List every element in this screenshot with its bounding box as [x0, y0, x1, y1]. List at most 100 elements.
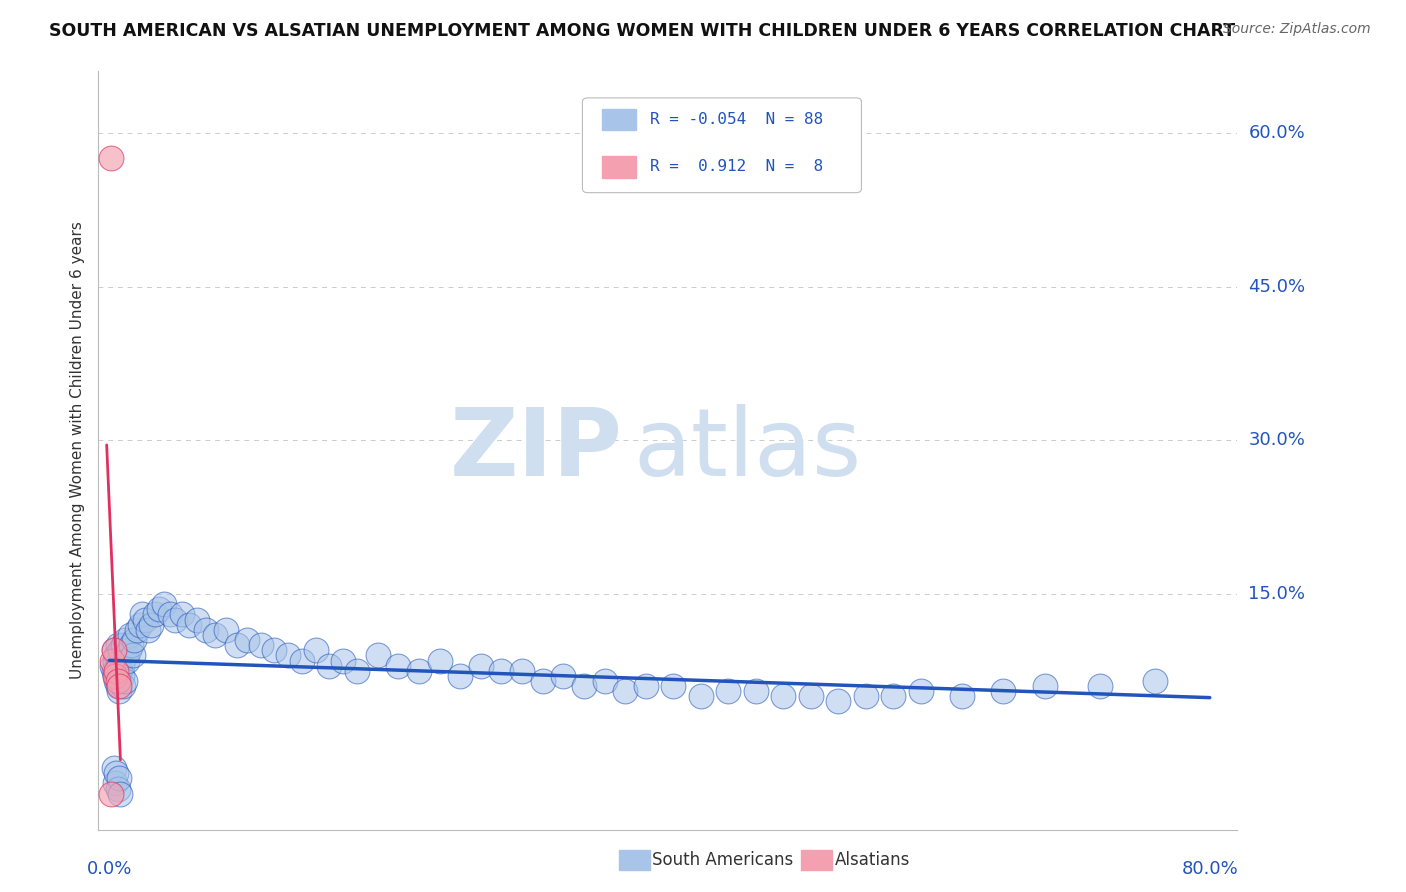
- Point: [100, 787, 122, 801]
- Point: [103, 761, 125, 775]
- Point: [107, 679, 129, 693]
- Point: [107, 673, 129, 688]
- Point: [111, 669, 134, 683]
- Point: [108, 684, 131, 698]
- Point: [593, 673, 616, 688]
- Point: [105, 766, 128, 780]
- Point: [689, 690, 711, 704]
- Point: [120, 628, 141, 642]
- Point: [429, 653, 451, 667]
- Point: [332, 653, 354, 667]
- Point: [367, 648, 389, 663]
- Point: [115, 648, 138, 663]
- Point: [108, 679, 131, 693]
- Point: [159, 607, 181, 622]
- Point: [236, 633, 259, 648]
- Text: atlas: atlas: [634, 404, 862, 497]
- Point: [172, 607, 194, 622]
- Point: [143, 607, 166, 622]
- Point: [128, 617, 150, 632]
- Point: [1088, 679, 1111, 693]
- Point: [491, 664, 513, 678]
- Point: [204, 628, 226, 642]
- Point: [153, 597, 176, 611]
- Point: [105, 673, 128, 688]
- FancyBboxPatch shape: [582, 98, 862, 193]
- Point: [107, 781, 129, 796]
- Text: 80.0%: 80.0%: [1181, 860, 1239, 878]
- Text: 30.0%: 30.0%: [1249, 431, 1305, 450]
- Point: [531, 673, 554, 688]
- Point: [614, 684, 637, 698]
- Point: [291, 653, 314, 667]
- Point: [745, 684, 768, 698]
- Text: ZIP: ZIP: [450, 404, 623, 497]
- Point: [717, 684, 740, 698]
- Point: [108, 772, 131, 786]
- Point: [634, 679, 657, 693]
- Point: [950, 690, 973, 704]
- Point: [122, 633, 145, 648]
- Point: [165, 613, 187, 627]
- Point: [408, 664, 430, 678]
- Text: R = -0.054  N = 88: R = -0.054 N = 88: [650, 112, 823, 128]
- Point: [226, 638, 249, 652]
- Point: [572, 679, 595, 693]
- Point: [387, 658, 409, 673]
- Point: [194, 623, 217, 637]
- Point: [121, 648, 143, 663]
- Point: [111, 658, 134, 673]
- Point: [103, 643, 125, 657]
- Point: [993, 684, 1015, 698]
- Text: R =  0.912  N =  8: R = 0.912 N = 8: [650, 160, 823, 175]
- Point: [118, 643, 141, 657]
- Point: [346, 664, 368, 678]
- Point: [470, 658, 492, 673]
- Point: [318, 658, 340, 673]
- Point: [103, 643, 125, 657]
- Point: [305, 643, 328, 657]
- Text: Source: ZipAtlas.com: Source: ZipAtlas.com: [1223, 22, 1371, 37]
- Point: [662, 679, 685, 693]
- Point: [101, 653, 124, 667]
- Point: [117, 653, 139, 667]
- Point: [110, 643, 132, 657]
- Point: [800, 690, 823, 704]
- Point: [148, 602, 170, 616]
- Point: [101, 658, 124, 673]
- Point: [112, 679, 135, 693]
- Y-axis label: Unemployment Among Women with Children Under 6 years: Unemployment Among Women with Children U…: [69, 221, 84, 680]
- Point: [1033, 679, 1056, 693]
- Point: [104, 669, 127, 683]
- Point: [103, 664, 125, 678]
- Text: SOUTH AMERICAN VS ALSATIAN UNEMPLOYMENT AMONG WOMEN WITH CHILDREN UNDER 6 YEARS : SOUTH AMERICAN VS ALSATIAN UNEMPLOYMENT …: [49, 22, 1236, 40]
- Point: [110, 664, 132, 678]
- FancyBboxPatch shape: [602, 156, 636, 178]
- Point: [114, 673, 136, 688]
- Text: 60.0%: 60.0%: [1249, 124, 1305, 142]
- Point: [449, 669, 471, 683]
- FancyBboxPatch shape: [602, 110, 636, 130]
- Point: [105, 664, 128, 678]
- Point: [125, 623, 148, 637]
- Point: [179, 617, 201, 632]
- Point: [186, 613, 208, 627]
- Point: [100, 152, 122, 166]
- Point: [215, 623, 238, 637]
- Text: 45.0%: 45.0%: [1249, 277, 1306, 295]
- Point: [107, 638, 129, 652]
- Point: [263, 643, 285, 657]
- Point: [112, 638, 135, 652]
- Point: [131, 607, 153, 622]
- Point: [105, 648, 128, 663]
- Point: [510, 664, 533, 678]
- Point: [108, 653, 131, 667]
- Text: Alsatians: Alsatians: [835, 851, 911, 869]
- Point: [772, 690, 794, 704]
- Point: [110, 787, 132, 801]
- Point: [114, 633, 136, 648]
- Point: [104, 669, 127, 683]
- Point: [104, 653, 127, 667]
- Point: [855, 690, 877, 704]
- Point: [277, 648, 299, 663]
